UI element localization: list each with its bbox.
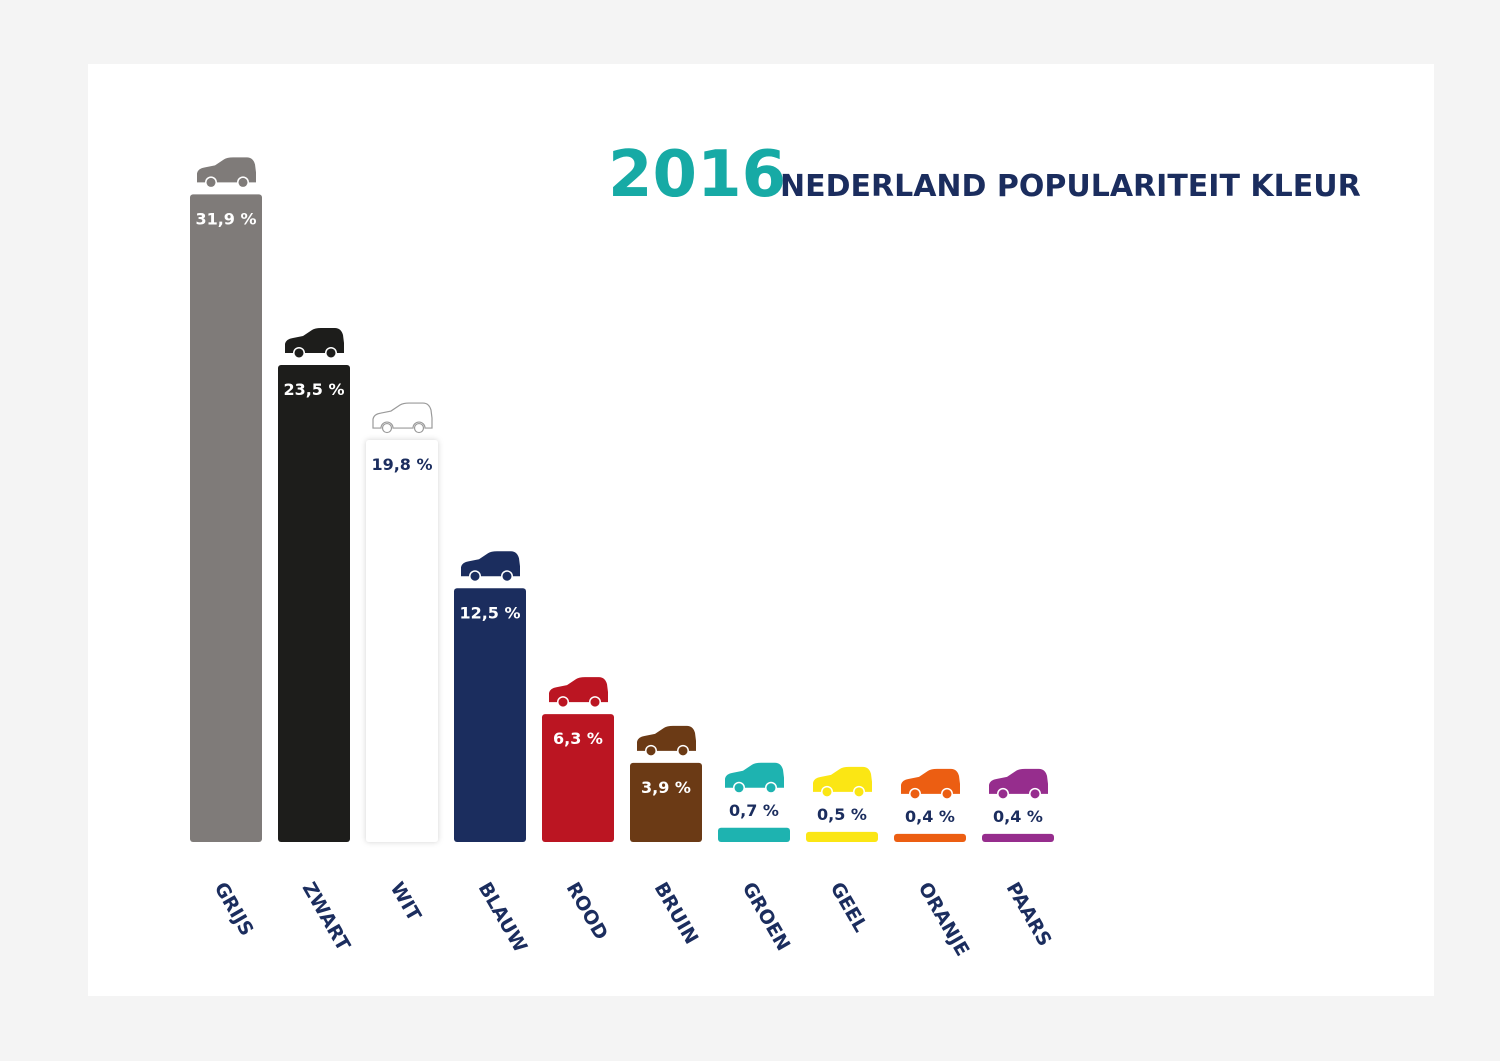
value-label-grijs: 31,9 % [195,209,256,228]
category-label-wit: WIT [386,879,426,926]
value-label-zwart: 23,5 % [283,380,344,399]
bar-geel [806,831,878,842]
category-label-grijs: GRIJS [210,879,258,940]
car-icon [285,327,344,358]
car-icon [461,551,520,581]
bar-bruin [630,762,702,842]
car-icon [725,762,784,793]
bar-groen [718,827,790,842]
bar-oranje [894,833,966,842]
chart-title-year: 2016 [608,138,786,212]
category-label-rood: ROOD [562,879,612,944]
chart-panel: 2016 NEDERLAND POPULARITEIT KLEUR 31,9 %… [88,64,1434,996]
chart-title: NEDERLAND POPULARITEIT KLEUR [780,169,1361,204]
bar-rood [542,714,614,842]
car-icon [901,768,960,799]
value-label-geel: 0,5 % [817,805,867,824]
bar-zwart [278,364,350,842]
category-label-geel: GEEL [826,879,872,936]
category-label-zwart: ZWART [298,879,355,955]
car-icon [637,725,696,756]
car-icon [197,157,256,187]
bar-blauw [454,588,526,842]
value-label-bruin: 3,9 % [641,778,691,797]
category-label-oranje: ORANJE [914,879,974,961]
car-icon [989,768,1048,799]
bars-group: 31,9 % GRIJS 23,5 % ZWART 19,8 % WIT 12,5 % BLA… [190,157,1056,960]
bar-grijs [190,194,262,842]
car-icon [372,402,433,434]
value-label-wit: 19,8 % [371,455,432,474]
car-icon [549,677,608,707]
bar-paars [982,833,1054,842]
category-label-bruin: BRUIN [650,879,703,948]
value-label-rood: 6,3 % [553,729,603,748]
category-label-groen: GROEN [738,879,795,955]
car-icon [813,766,872,797]
value-label-oranje: 0,4 % [905,807,955,826]
value-label-groen: 0,7 % [729,801,779,820]
value-label-blauw: 12,5 % [459,603,520,622]
bar-wit [366,440,438,842]
bar-chart: 2016 NEDERLAND POPULARITEIT KLEUR 31,9 %… [190,138,1361,960]
category-label-paars: PAARS [1002,879,1056,951]
category-label-blauw: BLAUW [474,879,532,957]
value-label-paars: 0,4 % [993,807,1043,826]
